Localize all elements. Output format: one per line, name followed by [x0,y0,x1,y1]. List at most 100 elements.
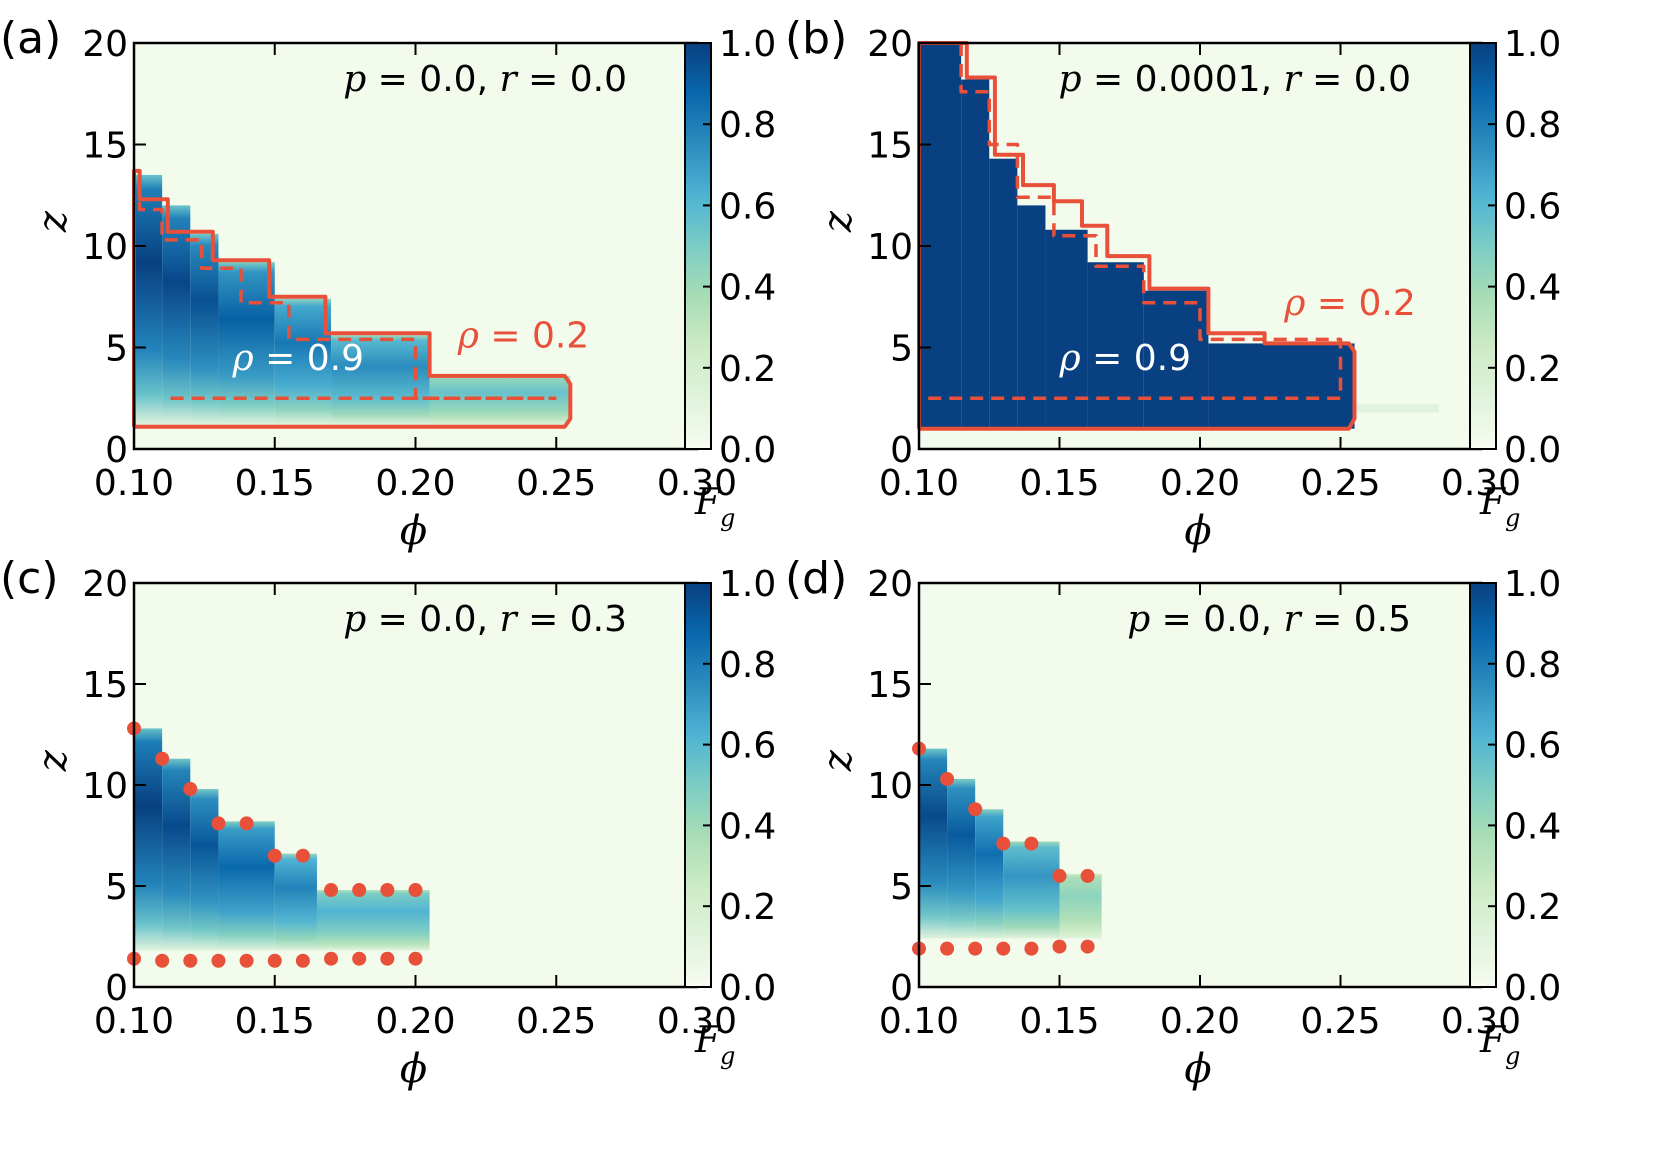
colorbar-label-sub: g [720,1042,735,1070]
r-symbol: r [1283,59,1302,100]
contour-rho-0.2 [917,41,1357,431]
y-tick-label: 10 [82,766,128,807]
rho-label: ρ = 0.2 [457,316,589,357]
colorbar-tick-label: 0.2 [1504,349,1561,390]
colorbar-tick-label: 0.4 [719,268,776,309]
y-tick-label: 15 [82,665,128,706]
x-axis-label: ϕ [1184,1046,1211,1092]
rho-symbol: ρ [1059,338,1081,379]
colorbar-label-main: F [694,1020,722,1061]
heatmap-column [274,853,317,951]
y-tick-label: 0 [105,430,128,471]
y-tick-label: 10 [867,227,913,268]
r-value: 0.3 [570,599,627,640]
p-symbol: p [343,599,366,640]
heatmap-column [134,174,163,425]
colorbar-tick-label: 0.2 [719,349,776,390]
colorbar-tick-label: 0.0 [1504,430,1561,471]
x-tick-label: 0.20 [375,463,455,504]
heatmap-column [975,809,1004,939]
marker-point [267,953,282,968]
contour-rho-0.9 [919,43,1343,401]
marker-point [968,802,983,817]
panel-label: (c) [0,553,59,604]
heatmap-column [190,233,219,425]
y-tick-label: 20 [867,564,913,605]
colorbar-tick-label: 1.0 [719,24,776,65]
x-tick-label: 0.15 [1019,1001,1099,1042]
panel-label: (b) [785,13,847,64]
heatmap-column [134,728,163,951]
colorbar [684,42,712,450]
heatmap-column [961,79,990,429]
p-equals: = [366,599,419,640]
x-tick-label: 0.10 [879,1001,959,1042]
rho-label: ρ = 0.2 [1283,283,1415,324]
marker-point [1024,836,1039,851]
x-tick-label: 0.30 [657,1001,737,1042]
marker-point [295,953,310,968]
marker-point [380,951,395,966]
colorbar-label: Fg [694,482,735,532]
r-equals: = [1301,59,1354,100]
x-tick-label: 0.25 [516,1001,596,1042]
y-tick-label: 10 [82,227,128,268]
heatmap-column [989,158,1018,429]
x-tick-label: 0.20 [1160,1001,1240,1042]
colorbar-tick-label: 1.0 [1504,564,1561,605]
marker-point [380,883,395,898]
p-symbol: p [1127,599,1150,640]
marker-point [352,951,367,966]
y-tick-label: 15 [82,126,128,167]
panel-label: (d) [785,553,847,604]
colorbar-tick-label: 0.4 [1504,806,1561,847]
heatmap-column [190,789,219,951]
heatmap-column [274,298,332,425]
y-tick-label: 0 [890,430,913,471]
r-equals: = [517,59,570,100]
colorbar-tick-label: 0.8 [1504,105,1561,146]
x-tick-label: 0.10 [94,463,174,504]
marker-point [1052,939,1067,954]
x-tick-label: 0.15 [1019,463,1099,504]
y-tick-label: 5 [105,329,128,370]
heatmap-column [1045,229,1088,429]
parameter-annotation: p = 0.0, r = 0.5 [1127,599,1411,640]
x-tick-label: 0.15 [235,1001,315,1042]
colorbar-label: Fg [1479,1020,1520,1070]
panel-label: (a) [0,13,61,64]
heatmap-column [316,890,430,951]
colorbar-tick-label: 0.4 [1504,268,1561,309]
separator: , [477,599,500,640]
marker-point [1052,868,1067,883]
heatmap-column [947,778,976,939]
x-tick-label: 0.15 [235,463,315,504]
heatmap-column [429,375,571,425]
y-axis-label: z [815,749,861,772]
panel-c: 0.10 0.15 0.20 0.25 0.30 0 5 10 15 20 ϕ z (c) p = 0.0… [0,553,776,1092]
parameter-annotation: p = 0.0, r = 0.0 [343,59,627,100]
marker-point [1024,941,1039,956]
parameter-annotation: p = 0.0001, r = 0.0 [1058,59,1411,100]
heatmap-column [1059,873,1102,939]
colorbar [1469,42,1497,450]
marker-point [996,941,1011,956]
colorbar-label-main: F [1479,482,1507,523]
x-tick-label: 0.20 [1160,463,1240,504]
heatmap-column [1017,205,1046,429]
heatmap-column [1003,841,1060,939]
p-value: 0.0 [1203,599,1260,640]
colorbar-tick-label: 0.4 [719,806,776,847]
heatmap-column [1208,343,1355,429]
marker-point [183,953,198,968]
marker-point [408,883,423,898]
y-tick-label: 5 [890,329,913,370]
marker-point [211,816,226,831]
p-value: 0.0 [419,59,476,100]
colorbar-tick-label: 0.8 [1504,645,1561,686]
colorbar-label-main: F [694,482,722,523]
colorbar-tick-label: 0.6 [719,726,776,767]
heatmap-column [919,43,962,429]
rho-symbol: ρ [457,316,479,357]
rho-symbol: ρ [232,338,254,379]
